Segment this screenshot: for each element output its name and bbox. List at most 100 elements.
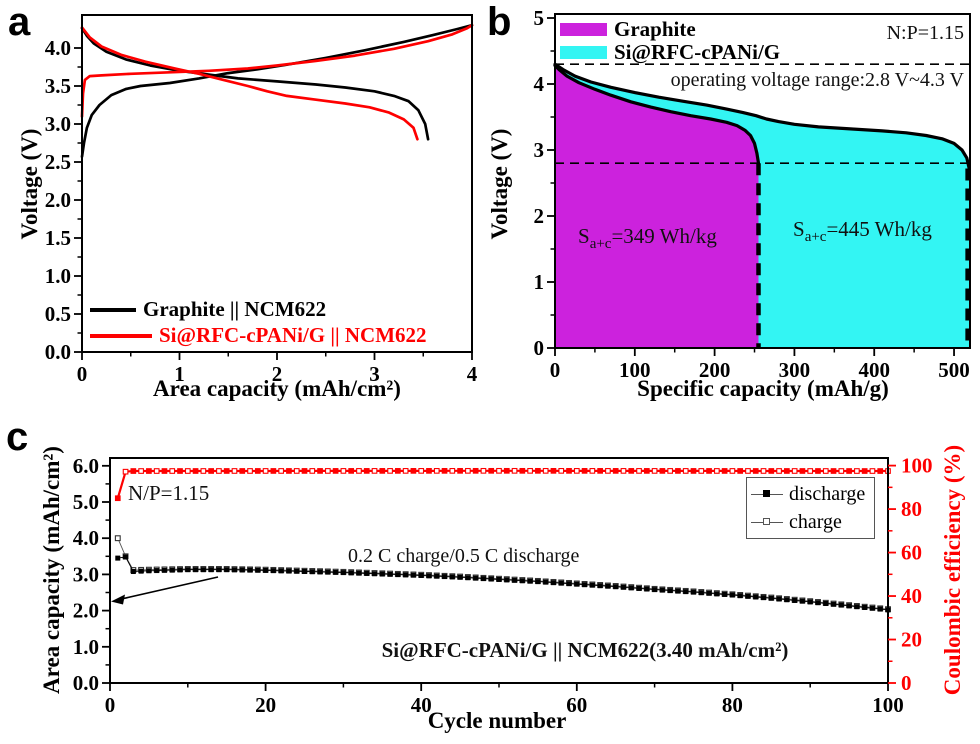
- c-y-tick-label: 1.0: [73, 635, 99, 659]
- a-y-tick-label: 1.5: [45, 226, 71, 250]
- marker-coulombic-efficiency: [729, 468, 736, 474]
- marker-coulombic-efficiency: [799, 468, 806, 474]
- marker-coulombic-efficiency: [216, 468, 222, 474]
- marker-discharge: [605, 583, 611, 589]
- marker-discharge: [582, 582, 588, 588]
- legend-label: discharge: [789, 482, 866, 505]
- marker-discharge: [410, 572, 416, 578]
- marker-discharge: [566, 581, 572, 587]
- marker-discharge: [177, 567, 183, 573]
- marker-discharge: [278, 568, 284, 574]
- outline-si-rfc-cpani-g: [553, 62, 971, 171]
- marker-discharge: [753, 594, 759, 600]
- marker-coulombic-efficiency: [768, 468, 775, 474]
- panel-c-legend: discharge charge: [746, 477, 875, 539]
- marker-discharge: [115, 555, 121, 561]
- marker-coulombic-efficiency: [441, 467, 448, 474]
- marker-discharge: [831, 601, 837, 607]
- s-sub: a+c: [589, 236, 612, 253]
- a-y-tick-label: 2.5: [45, 150, 71, 174]
- b-x-tick-label: 400: [858, 358, 890, 382]
- c-y-tick-label: 5.0: [73, 490, 99, 514]
- a-x-tick-label: 0: [77, 362, 88, 386]
- marker-discharge: [846, 603, 852, 609]
- marker-discharge: [597, 583, 603, 589]
- marker-coulombic-efficiency: [363, 468, 370, 474]
- marker-coulombic-efficiency: [511, 467, 518, 474]
- marker-discharge: [138, 568, 144, 574]
- marker-discharge: [496, 576, 502, 582]
- marker-discharge: [799, 598, 805, 604]
- marker-coulombic-efficiency: [114, 495, 121, 502]
- c-x-tick-label: 100: [872, 693, 904, 717]
- curve-graphite-charge: [80, 23, 474, 159]
- marker-discharge: [776, 596, 782, 602]
- legend-row-discharge: discharge: [751, 483, 870, 506]
- marker-discharge: [294, 568, 300, 574]
- marker-discharge: [543, 579, 549, 585]
- a-x-tick-label: 4: [467, 362, 478, 386]
- marker-coulombic-efficiency: [573, 468, 580, 474]
- marker-coulombic-efficiency: [402, 468, 409, 474]
- filled-square-marker-icon: [751, 490, 783, 497]
- a-y-tick-label: 4.0: [45, 36, 71, 60]
- marker-coulombic-efficiency: [503, 467, 510, 474]
- marker-discharge: [784, 597, 790, 603]
- panel-b-letter: b: [487, 0, 512, 44]
- marker-coulombic-efficiency: [254, 468, 261, 474]
- marker-coulombic-efficiency: [815, 468, 821, 474]
- marker-discharge: [768, 595, 774, 601]
- marker-discharge: [403, 572, 409, 578]
- b-x-tick-label: 0: [550, 358, 561, 382]
- curve-si-discharge: [80, 26, 419, 141]
- marker-coulombic-efficiency: [861, 468, 868, 474]
- marker-coulombic-efficiency: [270, 468, 277, 474]
- marker-coulombic-efficiency: [651, 468, 658, 474]
- marker-coulombic-efficiency: [239, 468, 246, 474]
- marker-discharge: [442, 574, 448, 580]
- marker-coulombic-efficiency: [597, 468, 603, 474]
- marker-coulombic-efficiency: [737, 468, 744, 474]
- marker-coulombic-efficiency: [138, 468, 144, 474]
- marker-discharge: [473, 575, 479, 581]
- marker-coulombic-efficiency: [192, 468, 199, 474]
- marker-discharge: [239, 567, 245, 573]
- graphite-line-swatch: [90, 307, 136, 312]
- marker-coulombic-efficiency: [535, 467, 541, 474]
- c-right-y-tick-label: 40: [901, 584, 922, 608]
- marker-coulombic-efficiency: [854, 468, 860, 474]
- legend-label: charge: [789, 510, 842, 533]
- c-right-y-tick-label: 80: [901, 497, 922, 521]
- marker-discharge: [418, 572, 424, 578]
- marker-coulombic-efficiency: [146, 468, 152, 474]
- marker-discharge: [838, 602, 844, 608]
- marker-discharge: [488, 576, 494, 582]
- marker-coulombic-efficiency: [760, 468, 767, 474]
- panel-c-x-axis-label: Cycle number: [427, 708, 567, 733]
- series-pointer-arrowhead: [111, 594, 125, 605]
- marker-coulombic-efficiency: [807, 468, 814, 474]
- c-rate-annotation: 0.2 C charge/0.5 C discharge: [348, 545, 580, 567]
- panel-c-left-axis-label: Area capacity (mAh/cm²): [39, 446, 64, 694]
- c-x-tick-label: 20: [255, 693, 276, 717]
- c-y-tick-label: 0.0: [73, 671, 99, 695]
- marker-coulombic-efficiency: [706, 468, 712, 474]
- marker-discharge: [247, 567, 253, 573]
- marker-discharge: [146, 568, 152, 574]
- marker-coulombic-efficiency: [161, 468, 168, 474]
- curve-si-charge: [80, 23, 474, 118]
- a-y-tick-label: 3.0: [45, 112, 71, 136]
- c-y-tick-label: 4.0: [73, 526, 99, 550]
- marker-discharge: [309, 569, 315, 575]
- marker-coulombic-efficiency: [177, 468, 183, 474]
- marker-discharge: [683, 589, 689, 595]
- marker-coulombic-efficiency: [379, 468, 386, 474]
- marker-coulombic-efficiency: [752, 468, 759, 474]
- marker-coulombic-efficiency: [332, 468, 339, 474]
- b-y-tick-label: 0: [534, 336, 545, 360]
- area-graphite: [555, 65, 759, 348]
- b-y-tick-label: 1: [534, 270, 545, 294]
- marker-coulombic-efficiency: [262, 468, 269, 474]
- panel-a-y-axis-label: Voltage (V): [17, 128, 42, 240]
- marker-coulombic-efficiency: [200, 468, 207, 474]
